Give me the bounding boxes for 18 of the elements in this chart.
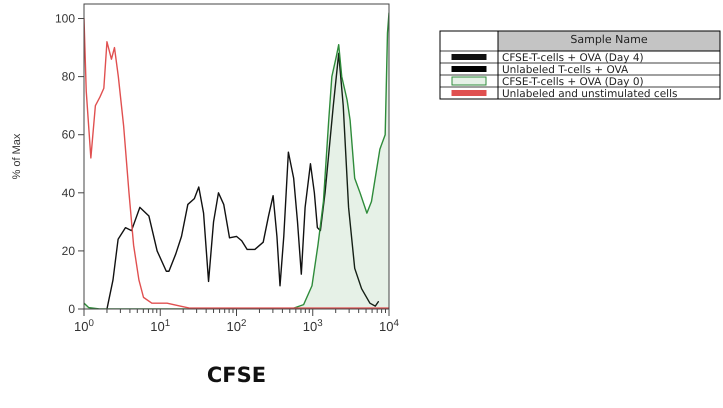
legend-label: Unlabeled T-cells + OVA [502, 64, 630, 76]
y-axis-title: % of Max [11, 133, 23, 180]
legend-label: Unlabeled and unstimulated cells [502, 88, 678, 100]
x-tick-label: 10$^{4}$ [379, 318, 400, 334]
legend-title: Sample Name [570, 33, 648, 46]
y-tick-label: 80 [62, 70, 76, 84]
legend-label: CFSE-T-cells + OVA (Day 4) [502, 52, 644, 64]
y-tick-label: 0 [68, 302, 76, 316]
y-tick-label: 100 [54, 12, 76, 26]
x-tick-label: 10$^{3}$ [302, 318, 323, 334]
x-tick-label: 10$^{2}$ [226, 318, 246, 334]
legend-label: CFSE-T-cells + OVA (Day 0) [502, 76, 644, 88]
y-tick-label: 20 [62, 244, 76, 258]
x-axis-title: CFSE [206, 363, 266, 387]
y-tick-label: 60 [62, 128, 76, 142]
x-tick-label: 10$^{0}$ [74, 318, 95, 334]
y-tick-label: 40 [62, 186, 76, 200]
x-tick-label: 10$^{1}$ [150, 318, 170, 334]
